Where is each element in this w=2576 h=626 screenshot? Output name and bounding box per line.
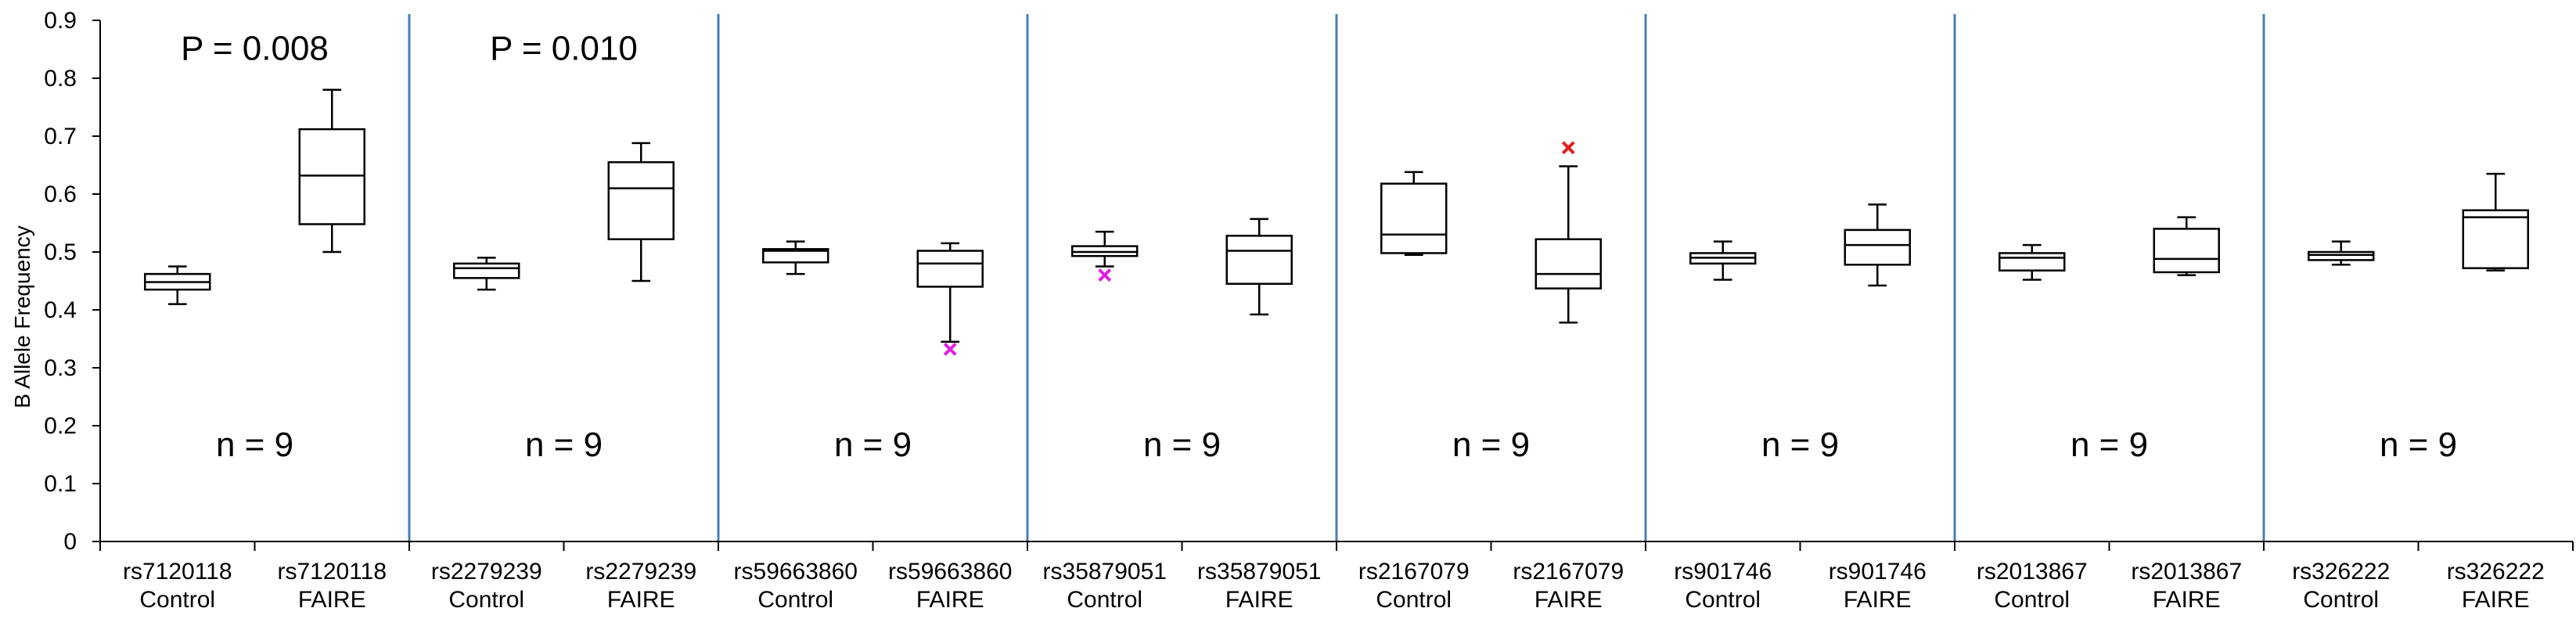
- x-category-sublabel: FAIRE: [2462, 587, 2530, 613]
- n-label: n = 9: [216, 426, 293, 464]
- x-category-label: rs59663860: [888, 559, 1012, 585]
- x-category-label: rs326222: [2292, 559, 2390, 585]
- x-category-sublabel: FAIRE: [916, 587, 984, 613]
- box-rs2279239-control: [453, 257, 520, 291]
- box-iqr: [1534, 238, 1602, 290]
- box-iqr: [298, 128, 365, 225]
- box-rs2167079-control: [1380, 171, 1448, 256]
- x-category-sublabel: Control: [139, 587, 215, 613]
- y-axis-label: B Allele Frequency: [10, 225, 34, 408]
- box-iqr: [2462, 209, 2529, 269]
- x-category-label: rs326222: [2447, 559, 2545, 585]
- n-label: n = 9: [525, 426, 603, 464]
- y-tick-label: 0.1: [44, 471, 77, 497]
- box-rs59663860-faire: [916, 242, 984, 356]
- box-rs7120118-faire: [298, 88, 365, 254]
- outlier-stroke: [943, 342, 957, 356]
- y-tick-label: 0.8: [44, 66, 77, 92]
- outlier-marker: [1098, 268, 1112, 282]
- box-rs59663860-control: [762, 240, 829, 275]
- x-category-sublabel: Control: [757, 587, 833, 613]
- x-category-label: rs7120118: [123, 559, 232, 585]
- box-series: [144, 88, 2529, 356]
- box-rs326222-control: [2308, 240, 2375, 266]
- box-rs7120118-control: [144, 265, 211, 305]
- box-iqr: [607, 161, 675, 240]
- x-category-sublabel: Control: [1067, 587, 1142, 613]
- outlier-marker: [943, 342, 957, 356]
- box-iqr: [1225, 235, 1293, 285]
- x-category-sublabel: FAIRE: [1534, 587, 1603, 613]
- outlier-stroke: [1561, 141, 1575, 155]
- y-tick-label: 0.7: [44, 124, 77, 149]
- x-category-label: rs2167079: [1358, 559, 1470, 585]
- y-tick-label: 0.2: [44, 413, 77, 439]
- x-category-sublabel: Control: [1376, 587, 1452, 613]
- x-category-label: rs2279239: [431, 559, 542, 585]
- x-category-sublabel: FAIRE: [298, 587, 366, 613]
- x-category-label: rs2013867: [1977, 559, 2088, 585]
- x-axis-labels: rs7120118Controlrs7120118FAIRErs2279239C…: [123, 559, 2545, 613]
- n-label: n = 9: [1452, 426, 1530, 464]
- y-tick-label: 0.9: [44, 8, 77, 34]
- box-iqr: [453, 262, 520, 279]
- box-rs901746-faire: [1844, 203, 1911, 287]
- x-category-sublabel: FAIRE: [1844, 587, 1912, 613]
- box-iqr: [1999, 252, 2066, 272]
- x-category-label: rs2013867: [2131, 559, 2242, 585]
- x-category-sublabel: Control: [1994, 587, 2070, 613]
- x-category-label: rs2167079: [1513, 559, 1624, 585]
- y-tick-label: 0.3: [44, 355, 77, 381]
- x-category-label: rs35879051: [1197, 559, 1321, 585]
- box-rs901746-control: [1689, 240, 1757, 281]
- x-category-label: rs35879051: [1043, 559, 1167, 585]
- n-label: n = 9: [834, 426, 912, 464]
- n-label: n = 9: [2380, 426, 2457, 464]
- box-iqr: [2308, 250, 2375, 261]
- x-category-label: rs901746: [1674, 559, 1772, 585]
- x-category-sublabel: FAIRE: [607, 587, 675, 613]
- x-category-sublabel: FAIRE: [2153, 587, 2221, 613]
- outlier-stroke: [1098, 268, 1112, 282]
- box-rs2167079-faire: [1534, 141, 1602, 324]
- annotations: n = 9 P = 0.008 n = 9 P = 0.010 n = 9 n = 9 n …: [181, 29, 2457, 464]
- x-axis: [99, 541, 2574, 551]
- box-iqr: [1844, 228, 1911, 266]
- x-category-label: rs901746: [1829, 559, 1927, 585]
- y-tick-label: 0: [63, 529, 77, 555]
- box-iqr: [916, 250, 984, 288]
- box-rs35879051-faire: [1225, 218, 1293, 316]
- n-label: n = 9: [2071, 426, 2148, 464]
- y-tick-label: 0.6: [44, 182, 77, 207]
- x-category-sublabel: Control: [1685, 587, 1761, 613]
- box-rs2013867-faire: [2153, 216, 2220, 276]
- x-category-sublabel: Control: [2303, 587, 2379, 613]
- box-rs35879051-control: [1071, 230, 1139, 282]
- box-iqr: [1380, 182, 1448, 254]
- n-label: n = 9: [1761, 426, 1839, 464]
- p-value-label: P = 0.008: [181, 29, 329, 67]
- y-axis: 0 0.1 0.2 0.3 0.4 0.5 0.6 0.7 0.8 0.9: [44, 8, 101, 555]
- box-rs2013867-control: [1999, 243, 2066, 281]
- group-separators: [408, 14, 2265, 541]
- n-label: n = 9: [1143, 426, 1221, 464]
- x-category-label: rs7120118: [277, 559, 387, 585]
- x-category-label: rs59663860: [734, 559, 858, 585]
- y-tick-label: 0.4: [44, 297, 77, 323]
- box-iqr: [762, 248, 829, 264]
- box-rs2279239-faire: [607, 142, 675, 282]
- p-value-label: P = 0.010: [490, 29, 638, 67]
- box-rs326222-faire: [2462, 172, 2529, 272]
- x-category-sublabel: Control: [448, 587, 524, 613]
- y-tick-label: 0.5: [44, 239, 77, 265]
- outlier-marker: [1561, 141, 1575, 155]
- box-iqr: [2153, 228, 2220, 274]
- x-category-label: rs2279239: [585, 559, 696, 585]
- x-category-sublabel: FAIRE: [1225, 587, 1293, 613]
